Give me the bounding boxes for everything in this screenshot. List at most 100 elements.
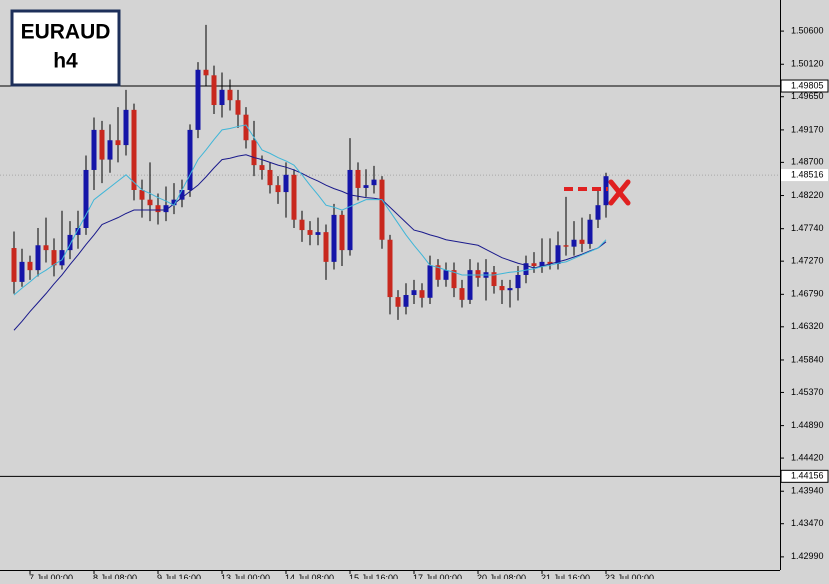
x-tick-label: 9 Jul 16:00	[157, 573, 201, 579]
x-tick-label: 8 Jul 08:00	[93, 573, 137, 579]
candle-body	[235, 100, 241, 115]
candle-body	[291, 174, 297, 220]
candle-body	[299, 219, 305, 231]
candle-body	[515, 274, 521, 289]
candle-body	[219, 89, 225, 106]
candle-body	[243, 114, 249, 141]
y-tick-label: 1.46790	[791, 289, 824, 299]
candle-body	[283, 174, 289, 193]
candle-body	[139, 190, 145, 200]
candle-body	[275, 185, 281, 193]
candle-body	[59, 250, 65, 266]
candle-body	[107, 140, 113, 160]
moving-average	[13, 154, 607, 331]
current-price-label: 1.48516	[791, 169, 824, 179]
level-label: 1.49805	[791, 80, 824, 90]
candle-body	[579, 239, 585, 244]
candle-body	[467, 270, 473, 300]
x-tick-label: 14 Jul 08:00	[285, 573, 334, 579]
x-tick-label: 17 Jul 00:00	[413, 573, 462, 579]
y-tick-label: 1.43470	[791, 518, 824, 528]
candle-body	[339, 214, 345, 251]
candle-body	[595, 205, 601, 220]
symbol-badge: EURAUD h4	[10, 9, 121, 87]
candle-body	[163, 205, 169, 213]
badge-box	[10, 9, 121, 87]
candle-body	[403, 295, 409, 307]
y-tick-label: 1.46320	[791, 321, 824, 331]
chart-subtitle: h4	[53, 50, 78, 73]
candle-body	[347, 169, 353, 251]
x-tick-label: 23 Jul 00:00	[605, 573, 654, 579]
candle-body	[67, 234, 73, 251]
candle-body	[499, 286, 505, 291]
candle-body	[155, 205, 161, 213]
candle-body	[491, 272, 497, 287]
candle-body	[43, 245, 49, 251]
candle-body	[411, 290, 417, 296]
x-tick-label: 7 Jul 00:00	[29, 573, 73, 579]
level-label: 1.44156	[791, 471, 824, 481]
candle-body	[371, 179, 377, 186]
y-tick-label: 1.47740	[791, 223, 824, 233]
candle-body	[355, 169, 361, 188]
candle-body	[387, 239, 393, 298]
chart-title: EURAUD	[21, 21, 111, 44]
candle-body	[267, 169, 273, 186]
candle-body	[227, 89, 233, 101]
candle-body	[19, 261, 25, 282]
candle-body	[75, 228, 81, 235]
plot-area	[0, 24, 780, 477]
candle-body	[523, 263, 529, 275]
candle-body	[91, 129, 97, 170]
candle-body	[211, 75, 217, 106]
candle-body	[251, 140, 257, 166]
candle-body	[571, 239, 577, 247]
y-tick-label: 1.47270	[791, 256, 824, 266]
candle-body	[395, 297, 401, 307]
x-tick-label: 15 Jul 16:00	[349, 573, 398, 579]
candle-body	[323, 232, 329, 262]
candle-body	[51, 250, 57, 266]
candle-body	[123, 109, 129, 146]
candle-body	[315, 232, 321, 235]
candle-body	[187, 129, 193, 190]
candle-body	[539, 261, 545, 266]
candle-body	[11, 248, 17, 282]
x-tick-label: 21 Jul 16:00	[541, 573, 590, 579]
candle-body	[83, 169, 89, 228]
candle-body	[99, 129, 105, 160]
x-tick-label: 13 Jul 00:00	[221, 573, 270, 579]
candle-body	[27, 261, 33, 271]
candle-body	[179, 190, 185, 200]
y-tick-label: 1.50120	[791, 59, 824, 69]
signal-marker	[564, 179, 631, 206]
candle-body	[171, 199, 177, 206]
y-tick-label: 1.49170	[791, 124, 824, 134]
candle-body	[147, 199, 153, 206]
candle-body	[259, 165, 265, 170]
moving-average	[13, 124, 607, 296]
candle-body	[307, 230, 313, 235]
y-tick-label: 1.44420	[791, 452, 824, 462]
x-tick-label: 20 Jul 08:00	[477, 573, 526, 579]
candle-body	[459, 288, 465, 300]
candle-body	[443, 270, 449, 280]
y-tick-label: 1.42990	[791, 551, 824, 561]
current-price-box	[781, 169, 828, 182]
candle-body	[587, 219, 593, 244]
candle-body	[115, 140, 121, 146]
y-tick-label: 1.48220	[791, 190, 824, 200]
candle-body	[131, 109, 137, 190]
candle-body	[451, 270, 457, 289]
y-tick-label: 1.45840	[791, 354, 824, 364]
candle-body	[547, 261, 553, 264]
cross-mark	[608, 179, 631, 206]
candle-body	[555, 245, 561, 264]
candle-body	[563, 245, 569, 247]
candle-body	[435, 265, 441, 280]
y-tick-label: 1.43940	[791, 486, 824, 496]
candle-body	[419, 290, 425, 298]
